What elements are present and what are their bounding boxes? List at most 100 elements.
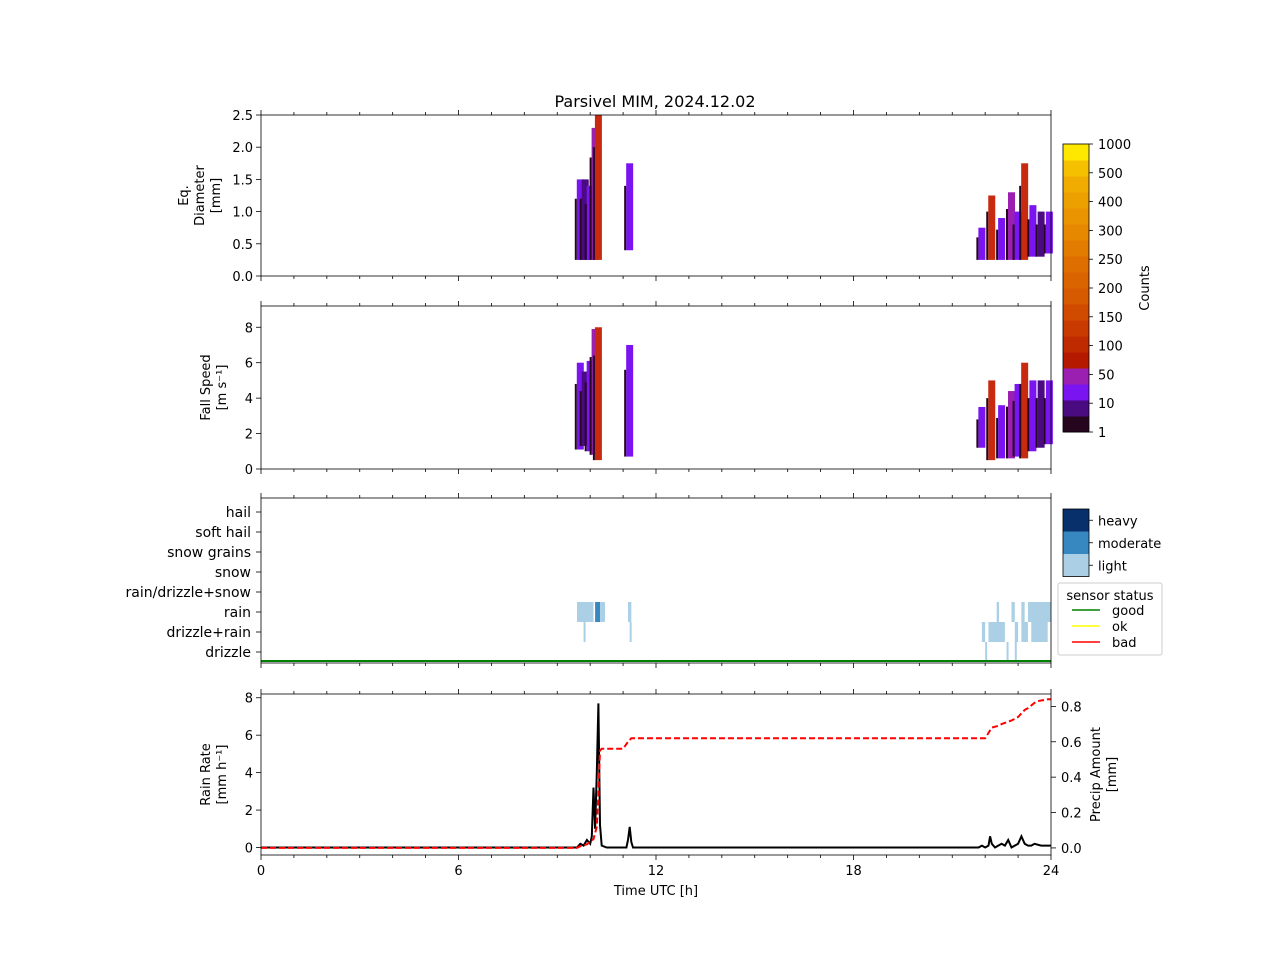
sensor-status-title: sensor status	[1066, 589, 1153, 604]
colorbar-segment	[1063, 336, 1089, 353]
y-axis-label-line: [m s⁻¹]	[215, 365, 230, 411]
precip-type-cell	[1027, 602, 1051, 622]
precip-type-cell	[629, 622, 632, 642]
y-tick-label: 6	[245, 729, 253, 744]
y-axis-label-line: [mm]	[209, 178, 224, 213]
intensity-legend-frame	[1062, 508, 1090, 577]
category-label: snow	[215, 565, 251, 581]
heatmap-cell	[579, 198, 582, 260]
heatmap-cell	[624, 369, 627, 457]
heatmap-cell	[1019, 383, 1022, 459]
colorbar-segment	[1063, 192, 1089, 209]
intensity-legend-swatch	[1063, 554, 1089, 577]
heatmap-cell	[579, 391, 582, 446]
colorbar-segment	[1063, 240, 1089, 257]
y-tick-label: 2.0	[232, 141, 253, 156]
colorbar-segment	[1063, 224, 1089, 241]
heatmap-cell	[574, 383, 577, 450]
precip-type-cell	[595, 602, 601, 622]
heatmap-cell	[1043, 224, 1046, 254]
y-tick-label: 4	[245, 392, 253, 407]
y-tick-label: 2.5	[232, 109, 253, 124]
y-tick-label: 2	[245, 804, 253, 819]
colorbar-tick-label: 100	[1098, 340, 1123, 355]
precip-type-cell	[628, 602, 632, 622]
colorbar-tick-label: 10	[1098, 397, 1115, 412]
colorbar-segment	[1063, 368, 1089, 385]
heatmap-cell	[1012, 400, 1015, 457]
colorbar-tick-label: 300	[1098, 224, 1123, 239]
heatmap-cell	[594, 327, 602, 461]
y-tick-label: 4	[245, 767, 253, 782]
colorbar-segment	[1063, 160, 1089, 177]
intensity-legend-swatch	[1063, 531, 1089, 554]
heatmap-cell	[1027, 219, 1030, 257]
y-tick-label: 0.0	[232, 270, 253, 285]
heatmap-cell	[1014, 383, 1022, 457]
heatmap-cell	[584, 203, 587, 260]
heatmap-cell	[574, 198, 577, 260]
precip-type-cell	[600, 602, 605, 622]
colorbar-segment	[1063, 256, 1089, 273]
x-tick-label: 24	[1043, 864, 1060, 879]
precip-amount-line	[261, 698, 1051, 849]
precip-type-cell	[996, 602, 999, 622]
heatmap-cell	[594, 115, 602, 260]
heatmap-cell	[1006, 406, 1008, 459]
y-tick-label: 1.0	[232, 206, 253, 221]
precip-type-cell	[1011, 602, 1015, 622]
y-axis-label: Eq. Diameter [mm]	[177, 165, 224, 226]
heatmap-cell	[589, 357, 592, 455]
colorbar-segment	[1063, 288, 1089, 305]
colorbar-segment	[1063, 400, 1089, 417]
colorbar-tick-label: 150	[1098, 311, 1123, 326]
heatmap-cell	[1035, 398, 1038, 448]
colorbar-segment	[1063, 176, 1089, 193]
heatmap-cell	[1045, 211, 1053, 254]
colorbar-segment	[1063, 320, 1089, 337]
heatmap-cell	[1027, 398, 1030, 452]
colorbar-segment	[1063, 208, 1089, 225]
heatmap-cell	[1019, 185, 1022, 260]
colorbar-tick-label: 500	[1098, 167, 1123, 182]
category-label: drizzle	[205, 645, 251, 661]
heatmap-cell	[976, 419, 979, 448]
precip-type-cell	[583, 622, 586, 642]
x-tick-label: 12	[648, 864, 665, 879]
colorbar-segment	[1063, 272, 1089, 289]
intensity-legend-swatch	[1063, 509, 1089, 532]
heatmap-cell	[998, 405, 1006, 459]
colorbar-tick-label: 1	[1098, 426, 1106, 441]
precip-type-cell	[1014, 622, 1019, 642]
heatmap-cell	[1012, 224, 1015, 260]
heatmap-cell	[996, 417, 999, 459]
heatmap-cell	[1014, 211, 1022, 260]
colorbar-segment	[1063, 352, 1089, 369]
precip-type-cell	[1014, 642, 1017, 662]
y-tick-label: 2	[245, 428, 253, 443]
category-label: snow grains	[167, 545, 251, 561]
intensity-legend-label: moderate	[1098, 537, 1161, 552]
heatmap-cell	[1029, 380, 1037, 452]
y-axis-label-line: Diameter	[193, 165, 208, 226]
heatmap-cell	[1035, 224, 1038, 257]
axes-frame	[260, 693, 1052, 856]
heatmap-cell	[1037, 380, 1045, 448]
y-tick-label: 1.5	[232, 173, 253, 188]
precip-type-cell	[1021, 602, 1025, 622]
heatmap-cell	[1029, 205, 1037, 257]
y-tick-label-right: 0.8	[1061, 700, 1082, 715]
y-axis-label-line: Fall Speed	[199, 354, 214, 420]
category-label: hail	[226, 505, 251, 521]
heatmap-cell	[1045, 380, 1053, 445]
y-axis-label-right-line: Precip Amount	[1089, 727, 1104, 822]
heatmap-cell	[624, 185, 627, 251]
heatmap-cell	[626, 344, 634, 457]
heatmap-cell	[978, 227, 986, 260]
heatmap-cell	[1037, 211, 1045, 257]
sensor-status-label: bad	[1112, 636, 1136, 651]
heatmap-cell	[1021, 163, 1029, 260]
heatmap-cell	[626, 163, 634, 251]
heatmap-cell	[988, 195, 996, 260]
